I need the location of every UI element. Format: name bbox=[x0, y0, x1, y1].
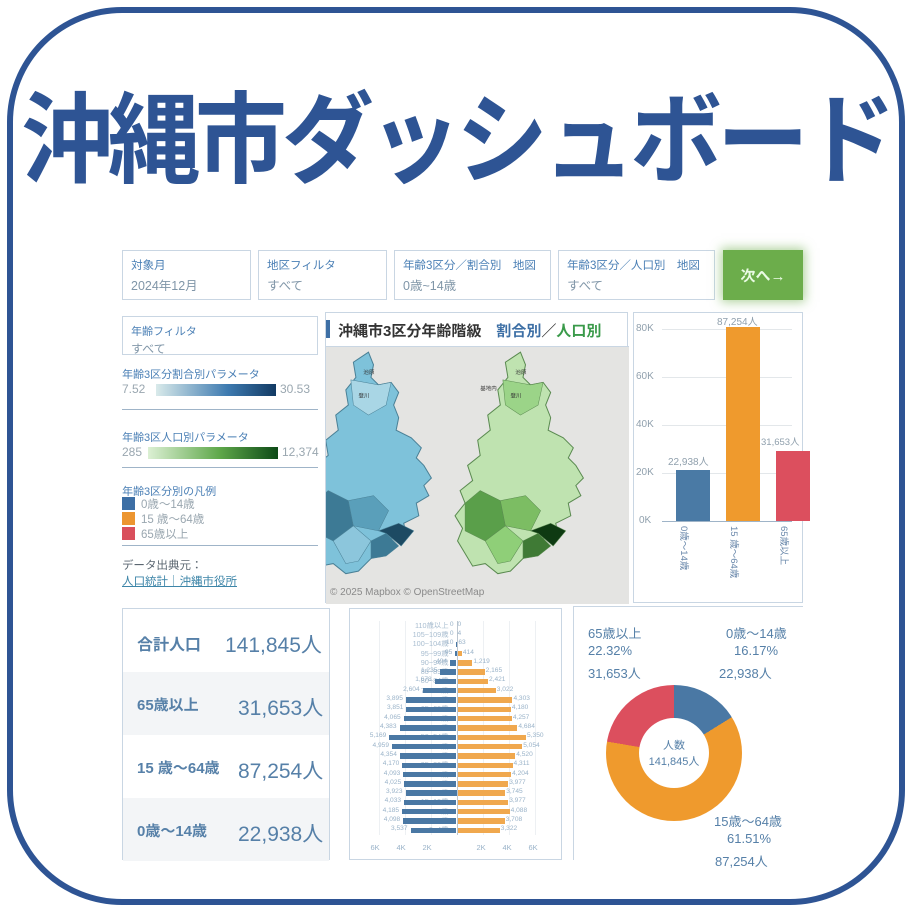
svg-text:登川: 登川 bbox=[358, 392, 369, 399]
svg-text:基地内: 基地内 bbox=[480, 385, 497, 392]
svg-text:池原: 池原 bbox=[515, 369, 527, 376]
svg-text:池原: 池原 bbox=[363, 369, 375, 376]
svg-text:登川: 登川 bbox=[510, 392, 521, 399]
